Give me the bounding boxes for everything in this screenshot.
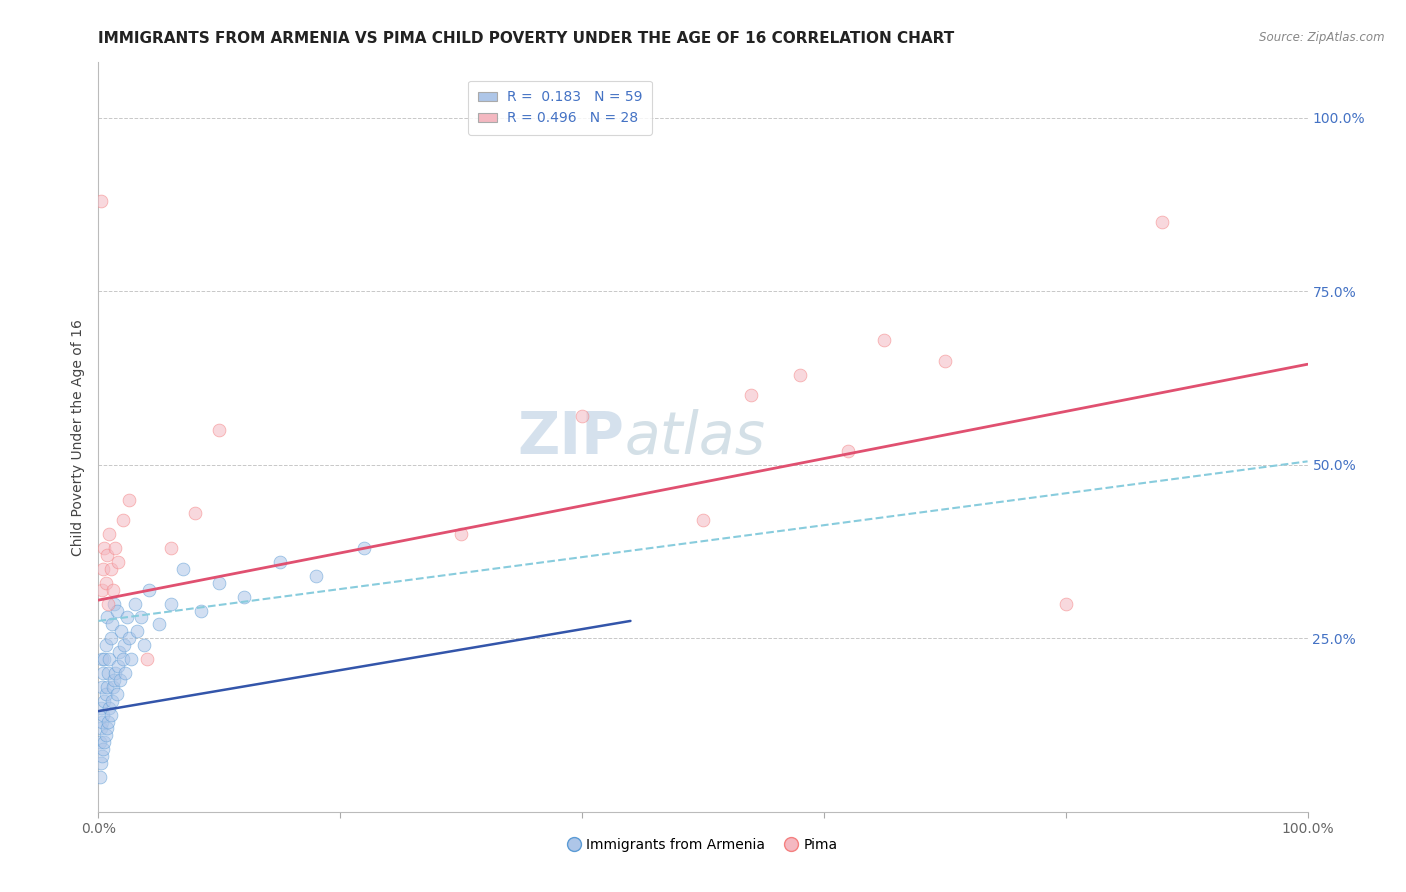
Point xyxy=(111,513,134,527)
Point xyxy=(97,714,120,729)
Point xyxy=(96,548,118,562)
Text: IMMIGRANTS FROM ARMENIA VS PIMA CHILD POVERTY UNDER THE AGE OF 16 CORRELATION CH: IMMIGRANTS FROM ARMENIA VS PIMA CHILD PO… xyxy=(98,31,955,46)
Point xyxy=(107,555,129,569)
Point xyxy=(934,353,956,368)
Point xyxy=(353,541,375,555)
Point xyxy=(89,735,111,749)
Point xyxy=(91,652,114,666)
Point xyxy=(117,610,139,624)
Point xyxy=(740,388,762,402)
Point xyxy=(100,617,122,632)
Point xyxy=(97,597,120,611)
Point xyxy=(110,624,132,639)
Point xyxy=(97,665,120,680)
Point xyxy=(94,638,117,652)
Point xyxy=(96,680,118,694)
Point xyxy=(208,423,231,437)
Point xyxy=(692,513,714,527)
Point xyxy=(1152,215,1174,229)
Point xyxy=(108,645,131,659)
Point xyxy=(100,707,122,722)
Point xyxy=(91,582,114,597)
Point xyxy=(118,632,141,646)
Point xyxy=(96,610,118,624)
Point xyxy=(96,722,118,736)
Point xyxy=(114,665,136,680)
Point xyxy=(837,444,859,458)
Point xyxy=(98,527,121,541)
Point xyxy=(172,562,194,576)
Point xyxy=(98,700,121,714)
Point xyxy=(98,652,121,666)
Point xyxy=(305,569,328,583)
Point xyxy=(104,665,127,680)
Point xyxy=(148,617,170,632)
Point xyxy=(101,582,124,597)
Point xyxy=(129,610,152,624)
Point xyxy=(100,632,122,646)
Point xyxy=(118,492,141,507)
Point xyxy=(120,652,142,666)
Point xyxy=(91,707,114,722)
Point xyxy=(571,409,593,424)
Point xyxy=(105,687,128,701)
Point xyxy=(112,638,135,652)
Point xyxy=(190,603,212,617)
Point xyxy=(450,527,472,541)
Point xyxy=(91,714,114,729)
Point xyxy=(160,597,183,611)
Point xyxy=(873,333,896,347)
Point xyxy=(160,541,183,555)
Point xyxy=(94,687,117,701)
Text: atlas: atlas xyxy=(624,409,765,466)
Point xyxy=(91,680,114,694)
Point xyxy=(90,722,112,736)
Point xyxy=(90,756,112,771)
Point xyxy=(105,603,128,617)
Point xyxy=(111,652,134,666)
Point xyxy=(127,624,149,639)
Y-axis label: Child Poverty Under the Age of 16: Child Poverty Under the Age of 16 xyxy=(70,318,84,556)
Point xyxy=(124,597,146,611)
Point xyxy=(138,582,160,597)
Point xyxy=(208,575,231,590)
Point xyxy=(89,770,111,784)
Point xyxy=(91,665,114,680)
Legend: Immigrants from Armenia, Pima: Immigrants from Armenia, Pima xyxy=(562,832,844,857)
Point xyxy=(90,700,112,714)
Point xyxy=(91,562,114,576)
Point xyxy=(100,562,122,576)
Text: Source: ZipAtlas.com: Source: ZipAtlas.com xyxy=(1260,31,1385,45)
Point xyxy=(104,541,127,555)
Point xyxy=(134,638,156,652)
Point xyxy=(93,694,115,708)
Point xyxy=(232,590,254,604)
Point xyxy=(90,194,112,209)
Point xyxy=(100,694,122,708)
Point xyxy=(103,673,125,687)
Text: ZIP: ZIP xyxy=(517,409,624,466)
Point xyxy=(1054,597,1077,611)
Point xyxy=(107,659,129,673)
Point xyxy=(94,728,117,742)
Point xyxy=(184,507,207,521)
Point xyxy=(94,575,117,590)
Point xyxy=(91,749,114,764)
Point xyxy=(93,541,115,555)
Point xyxy=(93,652,115,666)
Point xyxy=(103,597,125,611)
Point xyxy=(269,555,291,569)
Point xyxy=(135,652,157,666)
Point xyxy=(101,680,124,694)
Point xyxy=(108,673,131,687)
Point xyxy=(789,368,811,382)
Point xyxy=(93,735,115,749)
Point xyxy=(91,742,114,756)
